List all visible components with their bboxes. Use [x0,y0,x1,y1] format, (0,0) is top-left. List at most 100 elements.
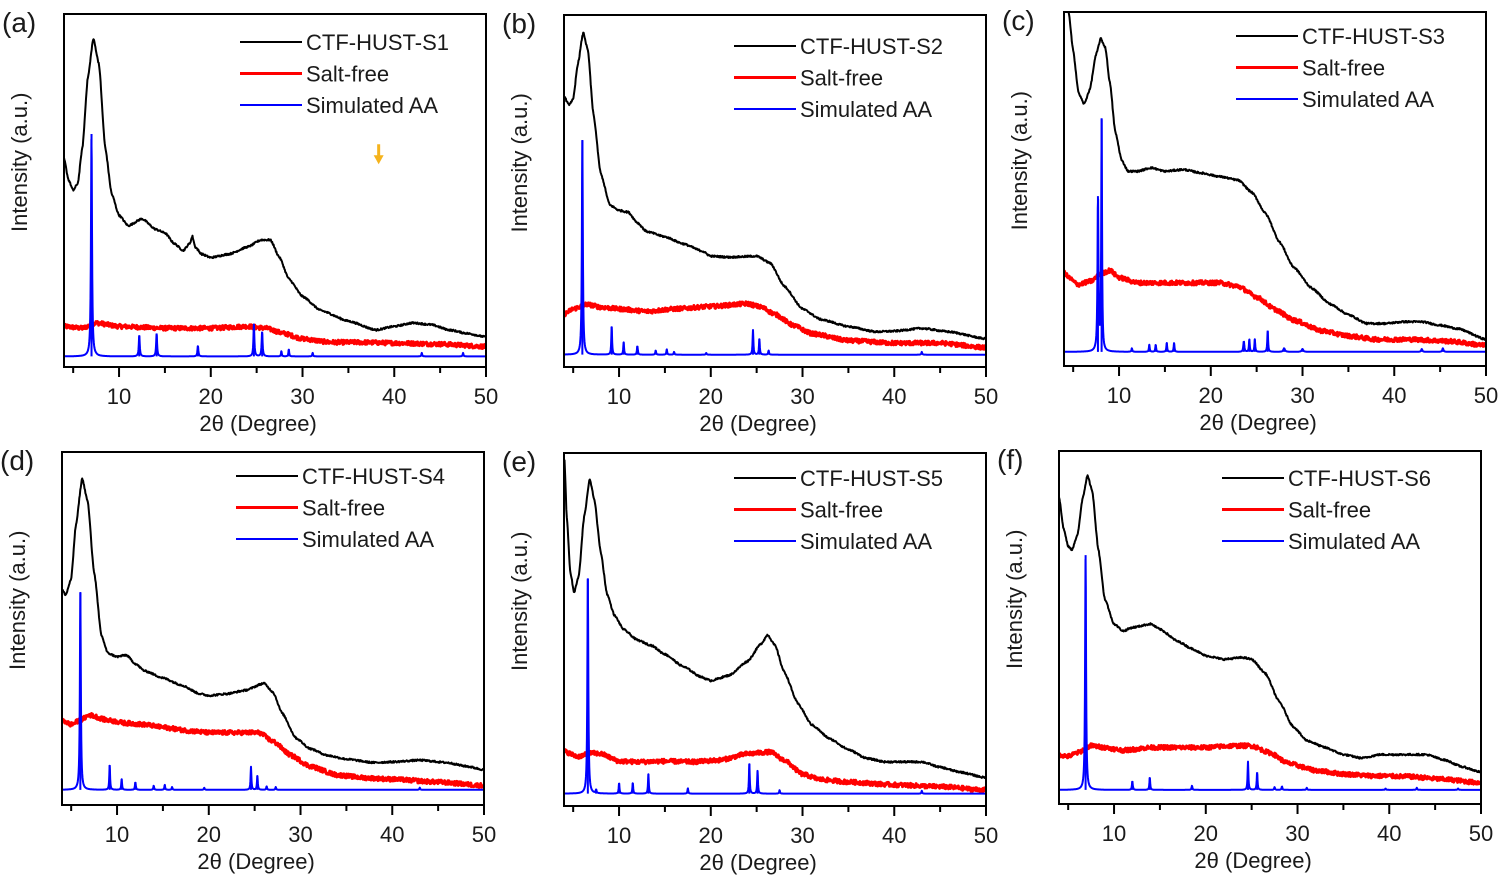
legend: CTF-HUST-S5 Salt-free Simulated AA [734,466,943,554]
series-salt-free-line [64,320,486,350]
plot-frame [563,14,987,368]
panel-c: (c) 10 20 30 40 50 2θ (Degree) Intensity (a.u.)… [1002,5,1498,435]
y-axis-title: Intensity (a.u.) [507,532,532,671]
legend: CTF-HUST-S1 Salt-free Simulated AA [240,30,449,118]
panel-label: (b) [502,8,536,39]
legend-label: CTF-HUST-S3 [1302,24,1445,49]
series-simulated-aa-line [1064,118,1486,353]
x-tick-label: 20 [197,822,221,847]
series-simulated-aa-line [1059,558,1481,791]
x-axis-title: 2θ (Degree) [699,850,816,875]
x-tick-label: 50 [974,823,998,848]
legend-label: Salt-free [1302,56,1385,81]
legend: CTF-HUST-S6 Salt-free Simulated AA [1222,466,1431,554]
x-tick-label: 10 [105,822,129,847]
plot-area [1064,12,1486,353]
legend-label: Simulated AA [1288,529,1420,554]
series-sample-line [1067,12,1486,341]
plot-frame [61,451,485,806]
x-tick-label: 40 [382,384,406,409]
x-tick-label: 30 [1290,383,1314,408]
y-axis-title: Intensity (a.u.) [1007,91,1032,230]
legend-label: Salt-free [800,66,883,91]
legend-label: Simulated AA [302,527,434,552]
x-tick-label: 30 [288,822,312,847]
plot-area [1059,474,1481,791]
series-salt-free-line [564,748,986,794]
plot-area [564,31,986,356]
legend-label: Simulated AA [800,97,932,122]
x-tick-label: 10 [107,384,131,409]
x-axis-title: 2θ (Degree) [1199,410,1316,435]
x-tick-label: 40 [380,822,404,847]
plot-area [564,459,986,795]
legend: CTF-HUST-S2 Salt-free Simulated AA [734,34,943,122]
series-simulated-aa-line [62,592,484,791]
x-tick-label: 20 [699,823,723,848]
x-tick-label: 50 [474,384,498,409]
panel-b: (b) 10 20 30 40 50 2θ (Degree) Intensity (a.u.)… [502,8,998,436]
x-tick-label: 40 [882,384,906,409]
x-tick-label: 20 [1194,821,1218,846]
legend-label: Simulated AA [1302,87,1434,112]
series-simulated-aa-line [564,140,986,356]
legend-label: Salt-free [1288,498,1371,523]
x-tick-label: 30 [1285,821,1309,846]
x-tick-label: 50 [1469,821,1493,846]
legend: CTF-HUST-S4 Salt-free Simulated AA [236,464,445,552]
y-axis-title: Intensity (a.u.) [5,531,30,670]
legend-label: CTF-HUST-S5 [800,466,943,491]
x-tick-label: 10 [1107,383,1131,408]
x-tick-label: 20 [699,384,723,409]
series-sample-line [62,477,484,772]
x-tick-label: 50 [1474,383,1498,408]
panel-f: (f) 10 20 30 40 50 2θ (Degree) Intensity (a.u.)… [997,444,1493,873]
x-tick-label: 40 [1377,821,1401,846]
series-salt-free-line [1064,267,1486,348]
y-axis-title: Intensity (a.u.) [507,93,532,232]
x-tick-label: 20 [199,384,223,409]
series-sample-line [564,459,986,780]
plot-frame [63,13,487,368]
series-simulated-aa-line [64,138,486,358]
plot-area [62,477,484,791]
legend-label: CTF-HUST-S4 [302,464,445,489]
panel-e: (e) 10 20 30 40 50 2θ (Degree) Intensity (a.u.)… [502,446,998,875]
panel-label: (c) [1002,5,1035,36]
x-axis-title: 2θ (Degree) [1194,848,1311,873]
legend-label: CTF-HUST-S2 [800,34,943,59]
series-sample-line [1059,474,1481,774]
panel-label: (a) [2,7,36,38]
x-tick-label: 50 [472,822,496,847]
x-axis-title: 2θ (Degree) [199,411,316,436]
legend-label: CTF-HUST-S1 [306,30,449,55]
panel-label: (e) [502,446,536,477]
legend-label: Simulated AA [306,93,438,118]
plot-frame [1058,450,1482,805]
y-axis-title: Intensity (a.u.) [7,93,32,232]
legend: CTF-HUST-S3 Salt-free Simulated AA [1236,24,1445,112]
x-tick-label: 20 [1199,383,1223,408]
x-tick-label: 40 [1382,383,1406,408]
legend-label: Simulated AA [800,529,932,554]
panel-d: (d) 10 20 30 40 50 2θ (Degree) Intensity (a.u.)… [0,445,496,874]
plot-frame [563,452,987,807]
x-tick-label: 30 [790,823,814,848]
series-salt-free-line [62,712,484,789]
y-axis-title: Intensity (a.u.) [1002,530,1027,669]
legend-label: Salt-free [306,62,389,87]
series-salt-free-line [1059,742,1481,786]
panel-label: (f) [997,444,1023,475]
series-salt-free-line [564,300,986,351]
x-tick-label: 30 [790,384,814,409]
panel-label: (d) [0,445,34,476]
x-axis-title: 2θ (Degree) [699,411,816,436]
x-tick-label: 40 [882,823,906,848]
series-sample-line [64,38,486,338]
plot-frame [1063,11,1487,367]
series-sample-line [564,31,986,341]
legend-label: Salt-free [800,498,883,523]
x-tick-label: 30 [290,384,314,409]
legend-label: Salt-free [302,496,385,521]
